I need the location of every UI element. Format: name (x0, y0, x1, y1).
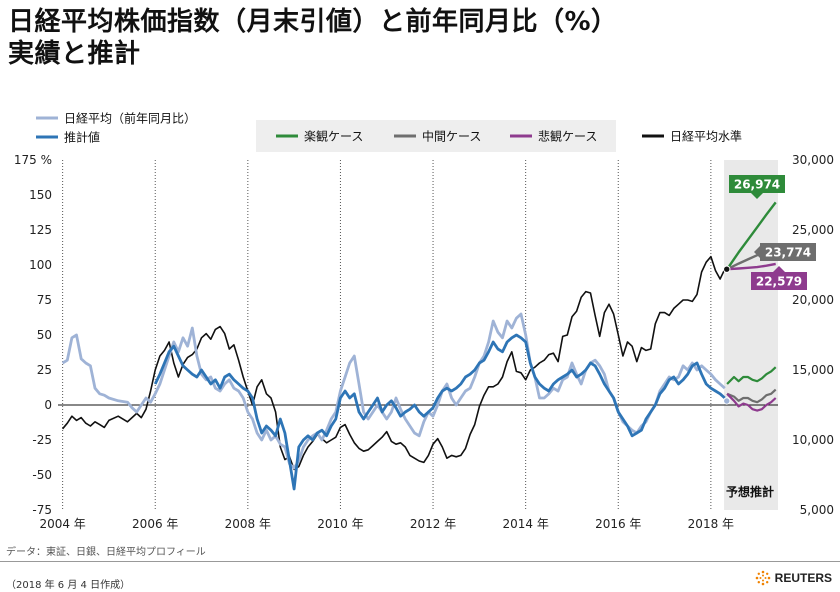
y-left-tick-label: 25 (37, 363, 52, 377)
bear-end-label: 22,579 (756, 275, 802, 289)
legend-yoy-label: 日経平均（前年同月比） (64, 111, 196, 126)
title-line-1: 日経平均株価指数（月末引値）と前年同月比（%） (8, 7, 618, 37)
forecast-label: 予想推計 (726, 484, 774, 499)
bull-end-label-pointer (751, 193, 763, 199)
base-end-label: 23,774 (765, 246, 811, 260)
reuters-logo: REUTERS (755, 570, 832, 586)
legend-bear-label: 悲観ケース (538, 129, 597, 144)
data-source: データ：東証、日銀、日経平均プロフィール (6, 547, 206, 558)
base-end-label-pointer (754, 246, 760, 258)
bull-end-label: 26,974 (734, 178, 780, 192)
x-tick-label: 2012 年 (410, 517, 456, 531)
reuters-dots-icon (755, 570, 770, 586)
y-left-tick-label: 100 (29, 258, 52, 272)
base-end-label-box (760, 243, 816, 261)
y-left-tick-label: 50 (37, 328, 52, 342)
creation-date: （2018 年 6 月 4 日作成） (6, 580, 131, 591)
footer-divider (0, 561, 840, 562)
y-left-tick-label: -50 (32, 468, 52, 482)
series-base-yoy (726, 388, 777, 404)
y-left-tick-label: -25 (32, 433, 52, 447)
level-junction-dot (723, 265, 731, 273)
legend-base-label: 中間ケース (422, 129, 481, 144)
y-right-tick-label: 25,000 (792, 223, 834, 237)
x-tick-label: 2016 年 (595, 517, 641, 531)
x-tick-label: 2010 年 (317, 517, 363, 531)
y-left-tick-label: 0 (44, 398, 52, 412)
bull-end-label-box (729, 175, 785, 193)
forecast-shade (724, 160, 778, 510)
y-left-tick-label: 125 (29, 223, 52, 237)
y-right-tick-label: 5,000 (800, 503, 834, 517)
y-left-tick-label: 75 (37, 293, 52, 307)
legend-scenario-box (256, 120, 616, 152)
x-tick-label: 2008 年 (225, 517, 271, 531)
series-bear-yoy (726, 393, 777, 412)
legend-bull-label: 楽観ケース (304, 130, 363, 144)
y-left-tick-label: -75 (32, 503, 52, 517)
y-right-tick-label: 30,000 (792, 153, 834, 167)
bear-end-label-box (751, 272, 807, 290)
title-line-2: 実績と推計 (8, 39, 141, 69)
series-yoy (61, 312, 726, 470)
y-right-tick-label: 10,000 (792, 433, 834, 447)
y-right-tick-label: 15,000 (792, 363, 834, 377)
y-left-tick-label: 150 (29, 188, 52, 202)
chart-title: 日経平均株価指数（月末引値）と前年同月比（%） 実績と推計 (8, 6, 618, 70)
x-tick-label: 2018 年 (688, 517, 734, 531)
logo-text: REUTERS (774, 571, 832, 585)
series-bull-level (726, 201, 777, 270)
y-right-tick-label: 20,000 (792, 293, 834, 307)
series-bear-level (727, 262, 776, 271)
bear-end-label-pointer (773, 266, 785, 272)
series-nikkei-level (61, 255, 726, 471)
series-estimate (153, 333, 726, 491)
x-tick-label: 2006 年 (132, 517, 178, 531)
x-tick-label: 2004 年 (39, 517, 85, 531)
x-tick-label: 2014 年 (502, 517, 548, 531)
legend-level-label: 日経平均水準 (670, 129, 742, 144)
series-bull-yoy (726, 366, 777, 385)
y-left-tick-label: 175 % (14, 153, 52, 167)
legend-estimate-label: 推計値 (64, 130, 100, 145)
yoy-junction-dot (723, 397, 731, 405)
